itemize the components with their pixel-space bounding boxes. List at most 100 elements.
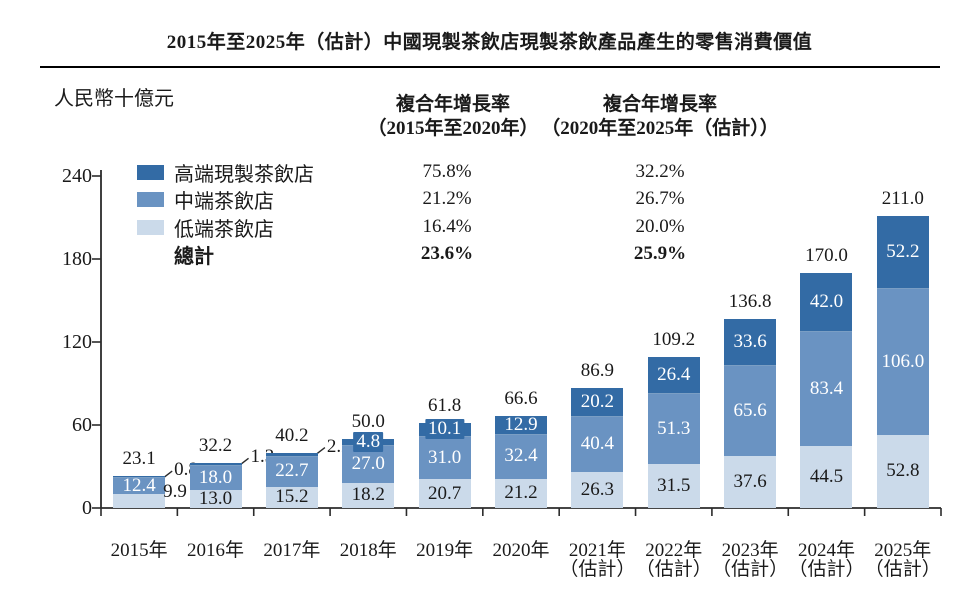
x-axis-label-estimate: （估計） — [559, 559, 636, 580]
bar-segment-lowend — [724, 455, 777, 508]
bar-highend-label: 33.6 — [733, 331, 767, 352]
x-axis-label: 2024年 （估計） — [788, 541, 864, 579]
bar-lowend-label: 52.8 — [886, 460, 920, 482]
cagr-value-lowend-2: 20.0% — [635, 216, 685, 237]
bar-lowend-label: 21.2 — [504, 482, 538, 504]
title-divider — [40, 66, 940, 68]
bar-segment-highend — [495, 416, 547, 435]
legend-label: 中端茶飲店 — [174, 190, 274, 213]
legend-swatch-midend — [137, 191, 164, 207]
bar-highend-label: 10.1 — [425, 419, 465, 440]
bar-midend-label: 32.4 — [504, 445, 538, 467]
bar-total-label: 40.2 — [275, 424, 309, 446]
bar-segment-highend — [265, 452, 318, 457]
y-tick-label: 180 — [62, 248, 92, 270]
bar-segment-midend — [876, 288, 929, 435]
y-tick-label: 60 — [72, 414, 92, 436]
x-axis-label: 2016年 — [187, 541, 244, 560]
bar-highend-label: 20.2 — [580, 390, 614, 412]
bar-lowend-label: 18.2 — [351, 484, 385, 506]
bar-lowend-label: 44.5 — [809, 466, 844, 488]
y-tick-label: 240 — [62, 165, 92, 187]
bar-midend-label: 83.4 — [809, 377, 844, 399]
bar-total-label: 23.1 — [122, 448, 156, 470]
x-axis-label-year: 2023年 — [721, 540, 779, 561]
x-axis-label-year: 2021年 — [568, 540, 626, 561]
x-axis-label: 2015年 — [111, 541, 168, 560]
bar-segment-midend — [800, 331, 853, 447]
bar-total-label: 170.0 — [805, 244, 848, 266]
bar-midend-label: 51.3 — [657, 417, 691, 439]
bar-segment-midend — [571, 415, 624, 472]
x-axis-label-year: 2015年 — [110, 540, 168, 561]
bar-total-label: 66.6 — [504, 388, 538, 409]
x-axis-label-estimate: （估計） — [635, 559, 712, 580]
bar-lowend-label: 26.3 — [580, 478, 614, 500]
bar-lowend-label: 13.0 — [198, 488, 233, 509]
bar-midend-label: 31.0 — [428, 446, 462, 468]
bar-segment-lowend — [495, 478, 547, 508]
x-axis-label: 2021年 （估計） — [559, 541, 635, 579]
bar-segment-highend — [113, 476, 166, 479]
legend-item-highend: 高端現製茶飲店 — [137, 159, 314, 186]
bar-midend-label: 65.6 — [733, 399, 767, 421]
bar-segment-highend — [189, 463, 242, 467]
bar-segment-midend — [113, 477, 166, 495]
cagr-value-lowend-1: 16.4% — [422, 216, 472, 237]
x-axis-label-year: 2022年 — [645, 540, 703, 561]
x-axis-label: 2019年 — [416, 541, 473, 560]
bar-lowend-label: 37.6 — [733, 470, 767, 492]
bar-total-label: 50.0 — [351, 410, 385, 432]
bar-total-label: 136.8 — [728, 290, 772, 312]
x-axis-label: 2022年 （估計） — [636, 541, 712, 579]
bar-segment-highend — [724, 318, 777, 367]
bar-total-label: 61.8 — [428, 394, 462, 416]
bar-segment-midend — [265, 455, 318, 487]
bar-highend-label: 12.9 — [504, 413, 538, 435]
x-axis-label-year: 2025年 — [874, 540, 932, 561]
bar-segment-lowend — [189, 490, 242, 508]
bar-segment-lowend — [800, 446, 853, 508]
bar-lowend-callout-label: 9.9 — [163, 481, 187, 502]
legend-label-total: 總計 — [174, 245, 214, 268]
bar-total-label: 32.2 — [198, 435, 233, 457]
bar-segment-lowend — [876, 434, 929, 508]
x-axis-label-year: 2017年 — [263, 540, 321, 561]
x-axis-label: 2023年 （估計） — [712, 541, 788, 579]
bar-segment-highend — [571, 387, 624, 417]
cagr-value-total-1: 23.6% — [420, 243, 474, 264]
bar-segment-lowend — [265, 486, 318, 508]
y-tick-label: 120 — [62, 331, 92, 353]
bar-segment-midend — [418, 436, 471, 480]
bar-midend-label: 18.0 — [198, 466, 233, 488]
cagr-value-midend-2: 26.7% — [635, 188, 685, 209]
bar-segment-lowend — [113, 494, 166, 508]
x-axis-label-year: 2024年 — [797, 540, 855, 561]
x-axis-label-year: 2018年 — [339, 540, 397, 561]
cagr-value-total-2: 25.9% — [633, 243, 687, 264]
cagr-value-midend-1: 21.2% — [422, 188, 472, 209]
cagr-header-line1: 複合年增長率 — [602, 94, 718, 115]
bar-lowend-label: 15.2 — [275, 486, 309, 508]
bar-midend-label: 106.0 — [881, 350, 925, 372]
x-axis-label-year: 2019年 — [416, 540, 474, 561]
legend-label: 高端現製茶飲店 — [174, 163, 314, 186]
bar-segment-lowend — [418, 479, 471, 508]
chart-title: 2015年至2025年（估計）中國現製茶飲店現製茶飲產品產生的零售消費價值 — [166, 32, 813, 53]
x-axis-label: 2020年 — [492, 541, 549, 560]
cagr-header-line2: （2020年至2025年（估計）） — [541, 118, 779, 139]
bar-midend-label: 40.4 — [580, 432, 614, 454]
x-axis-label: 2018年 — [340, 541, 397, 560]
bar-total-label: 109.2 — [652, 328, 696, 350]
y-tick-label: 0 — [82, 497, 92, 519]
legend-item-midend: 中端茶飲店 — [137, 186, 274, 213]
y-axis-unit-label: 人民幣十億元 — [54, 88, 174, 110]
bar-segment-midend — [495, 433, 547, 479]
x-axis-label-year: 2020年 — [492, 540, 550, 561]
cagr-header-line2: （2015年至2020年） — [367, 118, 539, 139]
bar-segment-midend — [724, 365, 777, 456]
cagr-header-line1: 複合年增長率 — [395, 94, 511, 115]
bar-segment-highend — [647, 356, 700, 395]
bar-segment-lowend — [342, 482, 395, 508]
